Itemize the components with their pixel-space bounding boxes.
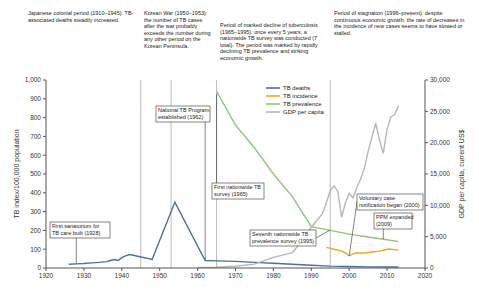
svg-text:1990: 1990	[304, 272, 319, 279]
svg-text:1970: 1970	[228, 272, 243, 279]
svg-text:0: 0	[430, 264, 434, 271]
svg-text:30,000: 30,000	[430, 76, 450, 83]
svg-text:1960: 1960	[190, 272, 205, 279]
svg-text:200: 200	[30, 227, 41, 234]
html-text:Japanese colonial period (1910: Japanese colonial period (1910–1945): TB…	[28, 10, 134, 23]
svg-text:First nationwide TBsurvey (196: First nationwide TBsurvey (1965)	[214, 184, 261, 197]
svg-text:25,000: 25,000	[430, 108, 450, 115]
svg-text:First sanatorium forTB care bu: First sanatorium forTB care built (1928)	[52, 223, 100, 236]
svg-text:PPM expanded(2009): PPM expanded(2009)	[376, 214, 414, 227]
svg-text:1940: 1940	[115, 272, 130, 279]
svg-text:1930: 1930	[77, 272, 92, 279]
svg-text:100: 100	[30, 246, 41, 253]
svg-text:Voluntary casenotification beg: Voluntary casenotification began (2000)	[359, 195, 420, 208]
svg-text:1,000: 1,000	[25, 76, 42, 83]
svg-text:500: 500	[30, 170, 41, 177]
svg-text:Seventh nationwide TBprevalenc: Seventh nationwide TBprevalence survey (…	[252, 231, 314, 244]
html-text:TB incidence: TB incidence	[283, 93, 318, 99]
svg-text:300: 300	[30, 208, 41, 215]
html-text:Period of marked decline of tu: Period of marked decline of tuberculosis…	[220, 22, 318, 61]
svg-text:1980: 1980	[266, 272, 281, 279]
html-text:GDP per capita: GDP per capita	[283, 109, 324, 115]
svg-text:400: 400	[30, 189, 41, 196]
html-text:TB deaths: TB deaths	[283, 85, 311, 91]
html-text:TB prevalence: TB prevalence	[283, 101, 322, 107]
svg-text:2000: 2000	[342, 272, 357, 279]
html-text:Korean War (1950–1953): the nu: Korean War (1950–1953): the number of TB…	[144, 10, 211, 49]
svg-text:900: 900	[30, 95, 41, 102]
svg-text:1920: 1920	[39, 272, 54, 279]
svg-text:800: 800	[30, 114, 41, 121]
svg-text:National TB Programestablished: National TB Programestablished (1962)	[158, 107, 210, 120]
svg-text:20,000: 20,000	[430, 139, 450, 146]
svg-text:2010: 2010	[380, 272, 395, 279]
svg-text:0: 0	[37, 264, 41, 271]
svg-text:GDP per capita, current US$: GDP per capita, current US$	[458, 129, 466, 218]
html-text:Period of stagnation (1996–pre: Period of stagnation (1996–present): des…	[334, 10, 465, 36]
svg-text:1950: 1950	[152, 272, 167, 279]
svg-text:10,000: 10,000	[430, 202, 450, 209]
svg-text:TB index/100,000 population: TB index/100,000 population	[13, 129, 21, 218]
svg-text:2020: 2020	[418, 272, 433, 279]
svg-text:5,000: 5,000	[430, 233, 447, 240]
svg-text:600: 600	[30, 152, 41, 159]
svg-text:700: 700	[30, 133, 41, 140]
svg-text:15,000: 15,000	[430, 170, 450, 177]
